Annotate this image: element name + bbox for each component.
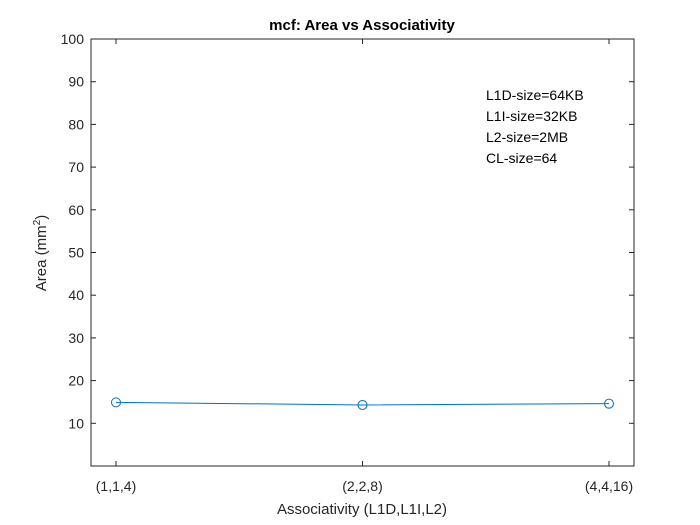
y-axis-title-end: ) <box>33 215 50 220</box>
annotation-line: L2-size=2MB <box>486 129 568 145</box>
annotation-line: L1I-size=32KB <box>486 108 577 124</box>
x-axis: (1,1,4) (2,2,8) (4,4,16) <box>96 39 633 494</box>
y-axis-title-main: Area (mm <box>33 225 50 291</box>
y-tick-label: 80 <box>68 116 84 132</box>
x-tick-label: (2,2,8) <box>342 478 382 494</box>
data-point <box>111 397 121 408</box>
y-axis-title: Area (mm2) <box>32 215 50 291</box>
annotation-box: L1D-size=64KB L1I-size=32KB L2-size=2MB … <box>486 87 584 166</box>
x-tick-label: (1,1,4) <box>96 478 136 494</box>
series-line <box>115 401 610 406</box>
y-tick-label: 50 <box>68 245 84 261</box>
y-tick-label: 90 <box>68 74 84 90</box>
data-point <box>357 399 368 410</box>
data-point <box>604 398 614 409</box>
y-tick-label: 10 <box>68 415 84 431</box>
x-tick-label: (4,4,16) <box>585 478 633 494</box>
annotation-line: CL-size=64 <box>486 150 557 166</box>
chart-title: mcf: Area vs Associativity <box>269 17 455 34</box>
y-tick-label: 70 <box>68 159 84 175</box>
y-tick-label: 60 <box>68 202 84 218</box>
y-tick-label: 40 <box>68 287 84 303</box>
annotation-line: L1D-size=64KB <box>486 87 584 103</box>
series-layer <box>111 397 614 410</box>
y-axis: 10 20 30 40 50 60 70 80 90 100 <box>61 31 634 431</box>
x-axis-title: Associativity (L1D,L1I,L2) <box>277 501 447 518</box>
y-tick-label: 100 <box>61 31 85 47</box>
plot-area <box>90 38 635 467</box>
y-axis-title-sup: 2 <box>32 219 43 225</box>
y-tick-label: 30 <box>68 330 84 346</box>
y-tick-label: 20 <box>68 373 84 389</box>
